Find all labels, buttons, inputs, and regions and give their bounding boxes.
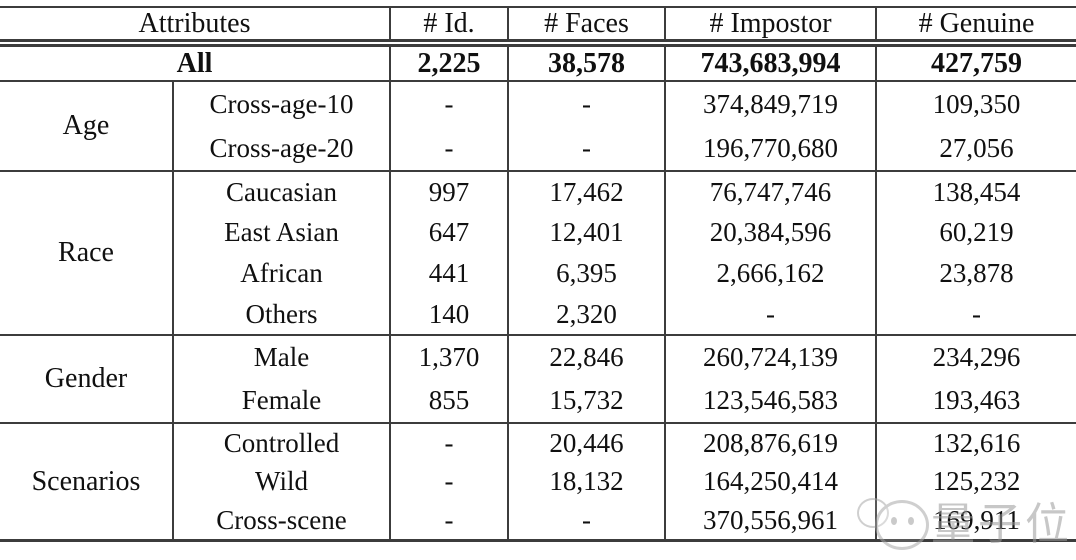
cell-impostor: 164,250,414 bbox=[665, 462, 877, 501]
cell-id: 1,370 bbox=[390, 335, 509, 379]
cell-genuine: - bbox=[876, 294, 1076, 336]
cell-faces: 2,320 bbox=[508, 294, 666, 336]
cell-id: - bbox=[390, 126, 509, 172]
table-row: African 441 6,395 2,666,162 23,878 bbox=[0, 253, 1076, 294]
cell-attr: Caucasian bbox=[173, 171, 391, 212]
group-label-race: Race bbox=[0, 171, 174, 336]
table-row: East Asian 647 12,401 20,384,596 60,219 bbox=[0, 212, 1076, 253]
cell-id: - bbox=[390, 81, 509, 126]
cell-genuine: 27,056 bbox=[876, 126, 1076, 172]
cell-impostor: 260,724,139 bbox=[665, 335, 877, 379]
col-header-attributes: Attributes bbox=[0, 7, 391, 47]
cell-all-label: All bbox=[0, 43, 391, 82]
cell-attr: African bbox=[173, 253, 391, 294]
table-row: Gender Male 1,370 22,846 260,724,139 234… bbox=[0, 335, 1076, 424]
cell-faces: 20,446 bbox=[508, 423, 666, 462]
cell-faces: 6,395 bbox=[508, 253, 666, 294]
group-label-scenarios: Scenarios bbox=[0, 423, 174, 540]
table-row: Cross-scene - - 370,556,961 169,911 bbox=[0, 501, 1076, 540]
cell-faces: - bbox=[508, 81, 666, 126]
col-header-genuine: # Genuine bbox=[876, 7, 1076, 47]
cell-all-genuine: 427,759 bbox=[876, 43, 1076, 82]
cell-attr: Wild bbox=[173, 462, 391, 501]
cell-attr: Cross-age-20 bbox=[173, 126, 391, 172]
cell-genuine: 125,232 bbox=[932, 466, 1021, 497]
cell-id: 647 bbox=[390, 212, 509, 253]
cell-attr: East Asian bbox=[173, 212, 391, 253]
cell-impostor: 123,546,583 bbox=[665, 379, 877, 424]
cell-id: 441 bbox=[390, 253, 509, 294]
cell-attr: Others bbox=[173, 294, 391, 336]
cell-impostor: 20,384,596 bbox=[665, 212, 877, 253]
cell-impostor: 196,770,680 bbox=[665, 126, 877, 172]
col-header-faces: # Faces bbox=[508, 7, 666, 47]
cell-impostor: 370,556,961 bbox=[665, 501, 877, 540]
cell-faces: 22,846 bbox=[508, 335, 666, 379]
cell-impostor: 2,666,162 bbox=[665, 253, 877, 294]
table-row-all: All 2,225 38,578 743,683,994 427,759 bbox=[0, 43, 1076, 82]
table-row: Others 140 2,320 - - bbox=[0, 294, 1076, 336]
cell-id: 140 bbox=[390, 294, 509, 336]
cell-all-id: 2,225 bbox=[390, 43, 509, 82]
table-row: Race Caucasian 997 17,462 76,747,746 138… bbox=[0, 171, 1076, 336]
cell-attr: Cross-scene bbox=[173, 501, 391, 540]
table-row: Cross-age-20 - - 196,770,680 27,056 bbox=[0, 126, 1076, 172]
cell-faces: - bbox=[508, 126, 666, 172]
cell-genuine: 193,463 bbox=[876, 379, 1076, 424]
cell-attr: Male bbox=[173, 335, 391, 379]
cell-genuine: 169,911 bbox=[933, 504, 1020, 535]
cell-attr: Controlled bbox=[173, 423, 391, 462]
cell-id: - bbox=[390, 423, 509, 462]
cell-id: - bbox=[390, 501, 509, 540]
group-label-age: Age bbox=[0, 81, 174, 172]
cell-id: - bbox=[390, 462, 509, 501]
table-row: Age Cross-age-10 - - 374,849,719 109,350 bbox=[0, 81, 1076, 172]
cell-impostor: 208,876,619 bbox=[665, 423, 877, 462]
cell-faces: 17,462 bbox=[508, 171, 666, 212]
table-row: Female 855 15,732 123,546,583 193,463 bbox=[0, 379, 1076, 424]
cell-faces: - bbox=[508, 501, 666, 540]
cell-faces: 12,401 bbox=[508, 212, 666, 253]
cell-all-faces: 38,578 bbox=[508, 43, 666, 82]
cell-impostor: 374,849,719 bbox=[665, 81, 877, 126]
cell-all-impostor: 743,683,994 bbox=[665, 43, 877, 82]
col-header-id: # Id. bbox=[390, 7, 509, 47]
cell-attr: Cross-age-10 bbox=[173, 81, 391, 126]
table-row: Wild - 18,132 164,250,414 125,232 bbox=[0, 462, 1076, 501]
cell-impostor: - bbox=[665, 294, 877, 336]
cell-id: 997 bbox=[390, 171, 509, 212]
cell-impostor: 76,747,746 bbox=[665, 171, 877, 212]
cell-genuine: 23,878 bbox=[939, 258, 1014, 289]
cell-id: 855 bbox=[390, 379, 509, 424]
cell-genuine: 234,296 bbox=[932, 342, 1021, 373]
header-row: Attributes # Id. # Faces # Impostor # Ge… bbox=[0, 7, 1076, 47]
cell-genuine: 109,350 bbox=[932, 88, 1021, 119]
cell-genuine: 138,454 bbox=[932, 176, 1021, 207]
cell-faces: 15,732 bbox=[508, 379, 666, 424]
col-header-impostor: # Impostor bbox=[665, 7, 877, 47]
table-row: Scenarios Controlled - 20,446 208,876,61… bbox=[0, 423, 1076, 540]
cell-faces: 18,132 bbox=[508, 462, 666, 501]
cell-attr: Female bbox=[173, 379, 391, 424]
dataset-statistics-table: Attributes # Id. # Faces # Impostor # Ge… bbox=[0, 6, 1076, 542]
cell-genuine: 60,219 bbox=[939, 217, 1014, 248]
group-label-gender: Gender bbox=[0, 335, 174, 424]
cell-genuine: 132,616 bbox=[932, 427, 1021, 458]
